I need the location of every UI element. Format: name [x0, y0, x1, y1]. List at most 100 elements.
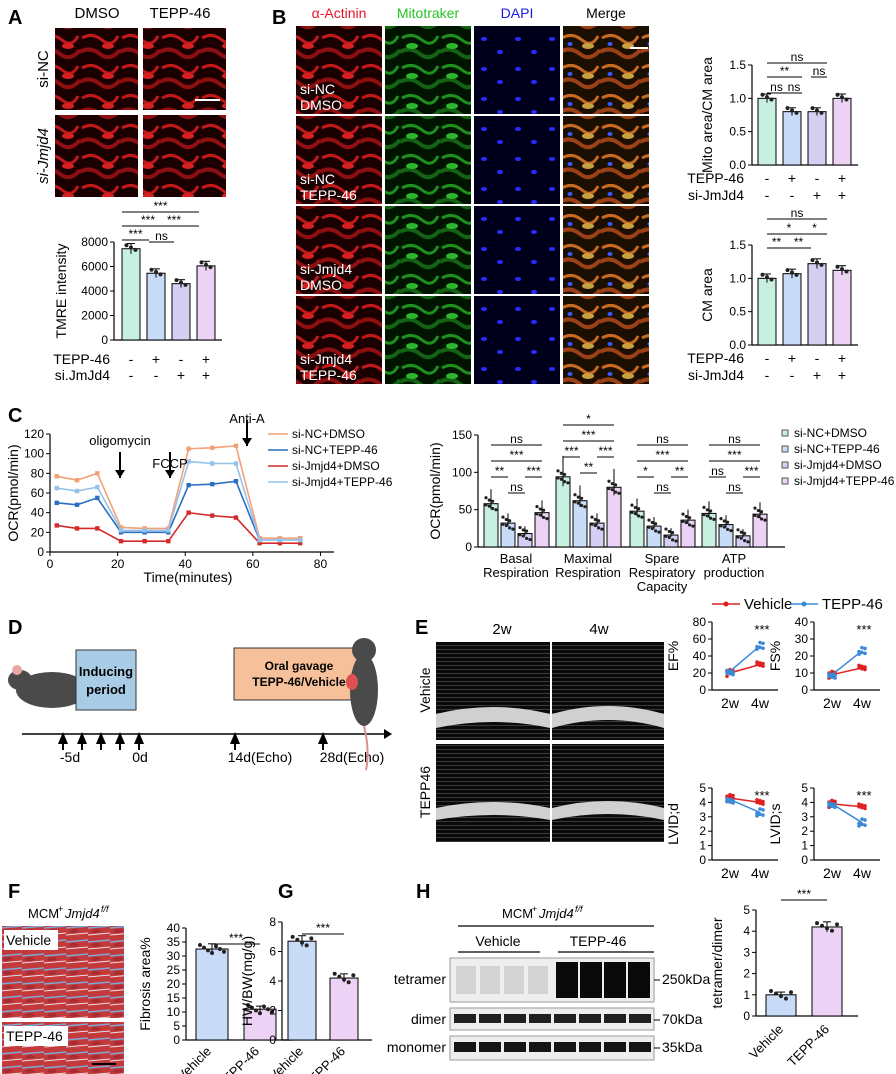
- timeline-marker: [318, 732, 328, 744]
- data-point: [725, 796, 729, 801]
- sign: +: [813, 187, 821, 203]
- data-point: [726, 520, 730, 524]
- row-label: DMSO: [300, 277, 342, 293]
- data-point: [351, 973, 356, 978]
- data-point: [753, 513, 757, 517]
- data-point: [761, 664, 765, 668]
- bar: [146, 272, 166, 341]
- x-tick-label: 80: [314, 557, 328, 571]
- micrograph: [385, 206, 471, 294]
- data-point: [728, 792, 732, 797]
- y-tick-label: 100: [452, 465, 472, 479]
- y-tick-label: 0: [699, 853, 706, 867]
- band: [528, 966, 548, 994]
- y-tick-label: 4: [699, 795, 706, 809]
- data-point: [494, 508, 498, 512]
- sig-label: ***: [655, 448, 669, 462]
- arrow-label: FCCP: [152, 456, 187, 471]
- y-tick-label: 0.0: [729, 158, 746, 172]
- y-tick-label: 0: [801, 683, 808, 697]
- y-tick-label: 0: [101, 333, 108, 347]
- band: [579, 1014, 601, 1023]
- band: [604, 962, 626, 998]
- data-point: [124, 243, 129, 248]
- band: [579, 1042, 601, 1052]
- y-axis-label: FS%: [767, 641, 783, 671]
- row-label: DMSO: [300, 97, 342, 113]
- title: +: [532, 904, 537, 914]
- legend-label: si-NC+TEPP-46: [794, 442, 880, 456]
- sign: +: [838, 350, 846, 366]
- row-label: TEPP-46: [300, 187, 357, 203]
- data-point: [830, 928, 834, 933]
- kda-label: 250kDa: [662, 971, 710, 987]
- sig-label: ***: [564, 444, 578, 458]
- timeline-marker: [230, 732, 240, 744]
- data-point: [186, 446, 191, 451]
- legend-swatch: [781, 429, 789, 437]
- bar: [718, 524, 734, 548]
- sign: -: [179, 351, 184, 367]
- tmre-chart: 0 2000 4000 6000 8000 TMRE intensity: [53, 235, 222, 347]
- data-point: [709, 509, 713, 513]
- y-tick-label: 0.5: [729, 125, 746, 139]
- data-point: [210, 951, 214, 956]
- data-point: [174, 278, 179, 283]
- data-point: [857, 666, 861, 670]
- data-point: [840, 267, 844, 272]
- data-point: [576, 495, 580, 499]
- y-axis-label: Fibrosis area%: [137, 937, 153, 1030]
- data-point: [270, 1009, 274, 1014]
- y-tick-label: 150: [452, 428, 472, 442]
- sig-label: ***: [754, 622, 769, 637]
- category-label: Basal: [500, 551, 533, 566]
- data-point: [833, 799, 837, 804]
- data-point: [765, 95, 769, 100]
- kda-label: 35kDa: [662, 1039, 703, 1055]
- data-point: [528, 537, 532, 542]
- micrograph: [474, 26, 560, 114]
- micrograph: [143, 28, 226, 110]
- panel-c: 0 20 40 60 80 100 120 0 20 40 60 80 OCR(pmol/min) Tim…: [5, 411, 895, 594]
- sig-label: ***: [581, 428, 595, 442]
- data-point: [761, 813, 765, 817]
- sign: -: [765, 170, 770, 186]
- data-point: [538, 513, 542, 517]
- bar: [555, 476, 571, 548]
- sign: +: [202, 367, 210, 383]
- category-label: production: [704, 565, 765, 580]
- data-point: [769, 277, 774, 282]
- y-tick-label: 1: [801, 839, 808, 853]
- y-tick-label: 35: [167, 935, 181, 949]
- data-point: [300, 940, 304, 945]
- y-tick-label: 3: [801, 810, 808, 824]
- data-point: [538, 507, 542, 511]
- data-point: [860, 805, 864, 810]
- sign: -: [129, 351, 134, 367]
- data-point: [863, 646, 867, 651]
- data-point: [857, 824, 861, 828]
- y-tick-label: 10: [795, 666, 809, 680]
- micrograph: [143, 115, 226, 197]
- y-tick-label: 40: [31, 506, 45, 520]
- data-point: [728, 797, 732, 802]
- data-point: [208, 265, 213, 270]
- data-point: [559, 471, 563, 475]
- data-point: [332, 971, 337, 976]
- data-point: [830, 675, 834, 679]
- data-point: [277, 540, 283, 546]
- data-point: [504, 517, 508, 522]
- micrograph: [563, 26, 649, 114]
- category-label: Capacity: [637, 579, 688, 594]
- data-point: [755, 814, 759, 818]
- y-tick-label: 60: [693, 632, 707, 646]
- series-line: [56, 511, 301, 544]
- legend-label: si-Jmjd4+TEPP-46: [292, 475, 393, 489]
- title: MCM: [502, 906, 533, 921]
- data-point: [257, 538, 262, 543]
- data-point: [860, 650, 864, 655]
- data-point: [731, 801, 735, 805]
- y-tick-label: 0: [801, 853, 808, 867]
- blot: [449, 1007, 655, 1031]
- y-tick-label: 1: [699, 839, 706, 853]
